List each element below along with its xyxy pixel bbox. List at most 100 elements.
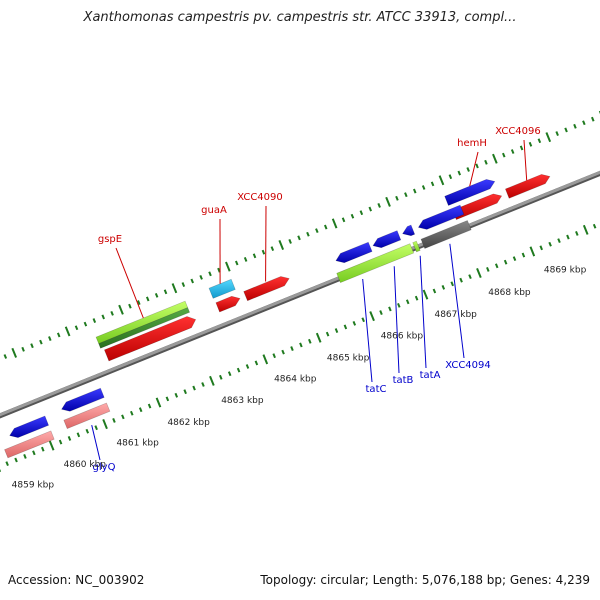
tick-upper bbox=[21, 346, 25, 352]
tick-lower bbox=[422, 289, 429, 300]
tick-lower bbox=[32, 450, 36, 456]
tick-lower bbox=[575, 231, 579, 236]
tick-upper bbox=[421, 185, 426, 190]
tick-upper bbox=[163, 289, 168, 295]
gene-tatC-rev[interactable] bbox=[335, 241, 373, 264]
tick-lower bbox=[557, 238, 561, 244]
tick-lower bbox=[76, 432, 81, 438]
tick-upper bbox=[225, 261, 231, 272]
tick-lower bbox=[227, 371, 232, 377]
tick-upper bbox=[475, 163, 479, 169]
tick-upper bbox=[181, 282, 186, 287]
gene-tatB-rev[interactable] bbox=[372, 230, 402, 249]
topology-summary: Topology: circular; Length: 5,076,188 bp… bbox=[260, 573, 590, 587]
tick-upper bbox=[591, 116, 595, 122]
tick-lower bbox=[5, 461, 9, 467]
gene-tat-green-b[interactable] bbox=[412, 240, 421, 253]
gene-guaA[interactable] bbox=[215, 295, 241, 313]
label-leader-line bbox=[393, 266, 400, 374]
tick-upper bbox=[341, 217, 346, 223]
gene-gspE[interactable] bbox=[104, 316, 197, 362]
tick-lower bbox=[379, 310, 383, 315]
tick-lower bbox=[58, 439, 63, 445]
label-leader-line bbox=[115, 247, 144, 319]
tick-lower bbox=[414, 295, 419, 301]
tick-upper bbox=[510, 149, 515, 154]
tick-lower bbox=[254, 360, 259, 366]
tick-upper bbox=[74, 325, 79, 331]
gene-tatA-rev[interactable] bbox=[402, 224, 416, 237]
tick-upper bbox=[582, 120, 586, 126]
tick-lower bbox=[147, 403, 152, 409]
gene-lower-blue-left[interactable] bbox=[61, 387, 105, 412]
tick-lower bbox=[299, 342, 303, 348]
scale-label: 4864 kbp bbox=[274, 375, 317, 385]
tick-upper bbox=[64, 326, 71, 337]
tick-lower bbox=[529, 246, 536, 257]
tick-lower bbox=[290, 346, 294, 351]
tick-upper bbox=[430, 181, 435, 187]
gene-label-reverse: glyQ bbox=[93, 462, 116, 473]
tick-upper bbox=[545, 132, 552, 143]
label-leader-line bbox=[449, 243, 465, 359]
gene-lower-blue[interactable] bbox=[417, 204, 465, 230]
gene-features[interactable] bbox=[4, 174, 551, 459]
gene-tat-green[interactable] bbox=[336, 243, 415, 283]
gene-lower-pink-far[interactable] bbox=[4, 430, 55, 459]
tick-lower bbox=[334, 328, 339, 333]
gene-upper-green-b[interactable] bbox=[98, 307, 190, 349]
tick-upper bbox=[306, 231, 310, 237]
gene-XCC4096[interactable] bbox=[505, 174, 551, 199]
tick-upper bbox=[39, 339, 43, 345]
tick-lower bbox=[352, 320, 357, 326]
tick-upper bbox=[492, 153, 498, 164]
gene-glyQ[interactable] bbox=[63, 402, 111, 429]
gene-upper-cyan[interactable] bbox=[208, 278, 236, 299]
tick-upper bbox=[234, 260, 239, 266]
tick-upper bbox=[92, 318, 97, 323]
tick-lower bbox=[582, 224, 589, 235]
gene-XCC4094[interactable] bbox=[420, 220, 472, 249]
tick-lower bbox=[388, 306, 392, 312]
gene-hemH[interactable] bbox=[452, 193, 503, 220]
scale-label: 4860 kbp bbox=[64, 460, 107, 470]
gene-XCC4090[interactable] bbox=[243, 276, 290, 302]
gene-label-forward: guaA bbox=[201, 205, 227, 216]
tick-upper bbox=[56, 332, 61, 338]
tick-lower bbox=[102, 419, 108, 430]
tick-upper bbox=[48, 336, 52, 341]
tick-upper bbox=[110, 310, 114, 316]
tick-lower bbox=[262, 354, 269, 365]
tick-lower bbox=[48, 440, 55, 451]
gene-upper-blue[interactable] bbox=[444, 179, 496, 206]
gene-label-reverse: tatB bbox=[393, 375, 414, 386]
gene-label-forward: XCC4090 bbox=[237, 192, 283, 203]
tick-upper bbox=[564, 127, 568, 133]
tick-lower bbox=[441, 284, 446, 290]
tick-upper bbox=[208, 271, 212, 277]
tick-upper bbox=[154, 292, 159, 298]
tick-lower bbox=[592, 223, 597, 229]
scale-label: 4861 kbp bbox=[116, 438, 159, 448]
scale-label: 4863 kbp bbox=[221, 396, 264, 406]
tick-lower bbox=[121, 414, 125, 420]
tick-upper bbox=[217, 267, 221, 273]
tick-lower bbox=[94, 425, 98, 431]
tick-lower bbox=[130, 410, 134, 416]
tick-lower bbox=[41, 446, 45, 452]
tick-upper bbox=[252, 253, 257, 259]
tick-lower bbox=[361, 317, 365, 323]
scale-label: 4862 kbp bbox=[167, 418, 210, 428]
gene-lower-blue-far[interactable] bbox=[9, 415, 49, 438]
tick-upper bbox=[297, 235, 301, 241]
tick-upper bbox=[404, 192, 408, 198]
tick-upper bbox=[261, 249, 266, 255]
tick-lower bbox=[219, 374, 223, 380]
tick-lower bbox=[165, 396, 170, 402]
tick-lower bbox=[308, 338, 312, 344]
label-leader-line bbox=[523, 139, 528, 181]
tick-lower bbox=[459, 277, 463, 283]
tick-lower bbox=[548, 241, 552, 247]
tick-upper bbox=[395, 195, 399, 201]
